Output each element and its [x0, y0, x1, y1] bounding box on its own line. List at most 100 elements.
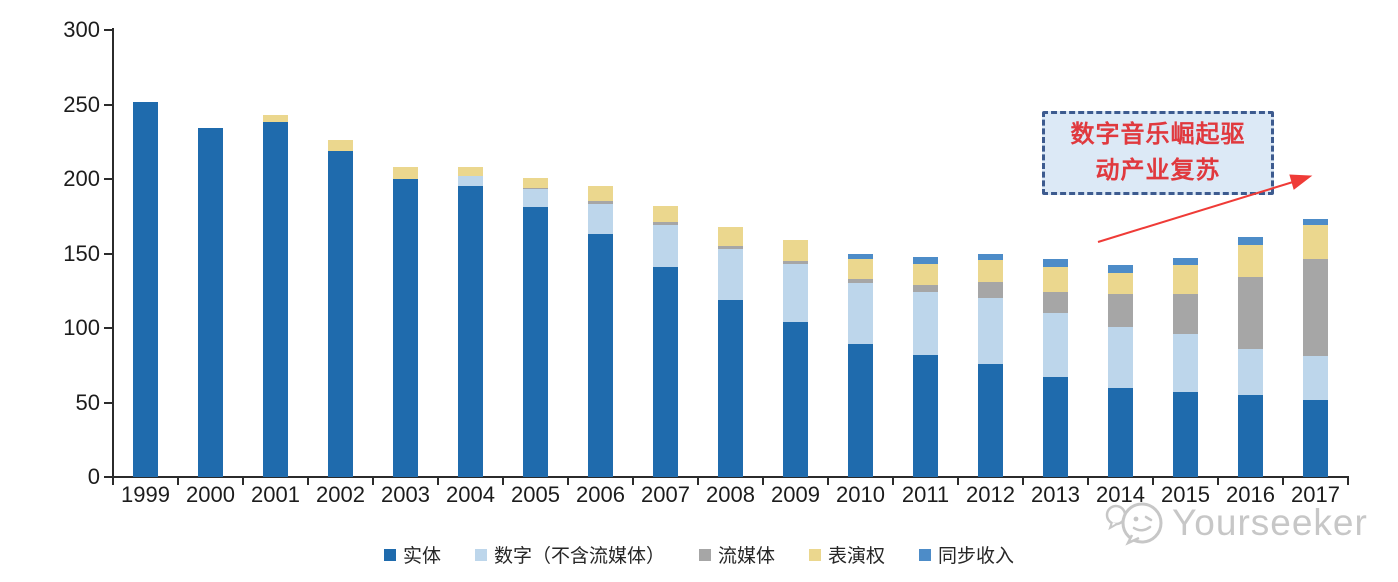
y-axis-tick-label: 50 — [75, 389, 100, 415]
bar-segment-sync — [1173, 258, 1198, 266]
bar-2009 — [783, 240, 808, 477]
bar-segment-physical — [848, 344, 873, 477]
bar-segment-streaming — [523, 187, 548, 190]
bar-segment-streaming — [718, 246, 743, 250]
legend-item-physical: 实体 — [383, 541, 441, 568]
x-axis-tick — [1087, 477, 1089, 485]
x-axis-label: 2013 — [1031, 482, 1080, 507]
x-axis-tick — [372, 477, 374, 485]
legend-item-sync: 同步收入 — [919, 541, 1014, 568]
legend-label: 数字（不含流媒体） — [493, 546, 665, 567]
bar-2013 — [1043, 259, 1068, 477]
bar-segment-digital-excl-streaming — [978, 298, 1003, 364]
legend-swatch — [383, 548, 396, 561]
x-axis-tick — [1022, 477, 1024, 485]
y-axis-tick-label: 150 — [63, 240, 100, 266]
bar-2007 — [653, 205, 678, 477]
x-axis-tick — [892, 477, 894, 485]
bar-2006 — [588, 186, 613, 477]
bar-segment-physical — [263, 122, 288, 477]
bar-segment-digital-excl-streaming — [1173, 333, 1198, 393]
bar-segment-physical — [978, 363, 1003, 477]
bar-2010 — [848, 253, 873, 477]
bar-segment-performance-rights — [1303, 225, 1328, 260]
bar-segment-streaming — [1043, 292, 1068, 314]
bar-2003 — [393, 167, 418, 477]
x-axis-label: 2001 — [251, 482, 300, 507]
bar-segment-streaming — [913, 284, 938, 293]
bar-segment-digital-excl-streaming — [588, 204, 613, 235]
bar-segment-physical — [1173, 392, 1198, 477]
bar-2000 — [198, 128, 223, 477]
bar-segment-physical — [458, 186, 483, 477]
y-axis-tick — [104, 29, 113, 31]
x-axis-label: 2004 — [446, 482, 495, 507]
x-axis-label: 2011 — [901, 482, 950, 507]
x-axis-label: 2002 — [316, 482, 365, 507]
y-axis-tick — [104, 252, 113, 255]
x-axis-label: 2010 — [836, 482, 885, 507]
legend-item-performance-rights: 表演权 — [809, 541, 885, 568]
bar-segment-digital-excl-streaming — [1238, 348, 1263, 396]
bar-segment-physical — [783, 322, 808, 477]
bar-segment-streaming — [1173, 293, 1198, 334]
bar-2012 — [978, 253, 1003, 477]
bar-1999 — [133, 101, 158, 477]
y-axis-tick-label: 200 — [63, 166, 100, 191]
bar-segment-performance-rights — [523, 177, 548, 188]
legend-swatch — [919, 548, 932, 561]
x-axis-tick — [307, 477, 309, 485]
x-axis-label: 2012 — [966, 482, 1015, 507]
x-axis-label: 2003 — [381, 482, 430, 507]
bar-segment-physical — [393, 179, 418, 477]
bar-segment-streaming — [653, 222, 678, 226]
bar-segment-sync — [1238, 237, 1263, 245]
y-axis-tick — [104, 103, 113, 106]
bar-segment-digital-excl-streaming — [653, 225, 678, 267]
bar-2005 — [523, 177, 548, 477]
bar-segment-physical — [1238, 395, 1263, 477]
annotation-callout-box: 数字音乐崛起驱动产业复苏 — [1042, 111, 1274, 195]
x-axis-tick — [957, 477, 959, 485]
x-axis-label: 2005 — [511, 482, 560, 507]
bar-segment-performance-rights — [458, 167, 483, 177]
bar-segment-performance-rights — [1043, 266, 1068, 293]
bar-segment-digital-excl-streaming — [523, 189, 548, 208]
bar-2011 — [913, 256, 938, 477]
bar-segment-streaming — [1108, 293, 1133, 327]
x-axis-label: 2008 — [706, 482, 755, 507]
legend-label: 同步收入 — [938, 546, 1015, 567]
bar-segment-streaming — [978, 281, 1003, 299]
y-axis-tick-label: 250 — [63, 91, 100, 117]
x-axis-tick — [1282, 477, 1284, 485]
bar-segment-performance-rights — [1108, 272, 1133, 294]
y-axis-tick — [104, 178, 113, 180]
bar-segment-performance-rights — [263, 114, 288, 123]
legend-label: 流媒体 — [717, 546, 775, 567]
x-axis-label: 1999 — [121, 482, 170, 507]
bar-segment-digital-excl-streaming — [783, 263, 808, 323]
legend: 实体 数字（不含流媒体） 流媒体 表演权 同步收入 — [0, 541, 1398, 568]
bar-segment-physical — [133, 101, 158, 477]
x-axis-label: 2014 — [1096, 482, 1145, 507]
bar-2014 — [1108, 265, 1133, 477]
bar-2016 — [1238, 237, 1263, 477]
legend-item-streaming: 流媒体 — [698, 541, 775, 568]
watermark: Yourseeker — [1102, 497, 1368, 549]
bar-segment-physical — [523, 207, 548, 477]
legend-label: 表演权 — [828, 546, 886, 567]
bar-segment-performance-rights — [393, 167, 418, 179]
x-axis-label: 2000 — [186, 482, 235, 507]
bar-segment-performance-rights — [913, 263, 938, 285]
bar-segment-digital-excl-streaming — [1303, 356, 1328, 400]
x-axis-label: 2015 — [1161, 482, 1210, 507]
bar-segment-physical — [1108, 387, 1133, 477]
x-axis-label: 2017 — [1291, 482, 1340, 507]
watermark-brand-text: Yourseeker — [1172, 502, 1368, 543]
bar-segment-physical — [653, 266, 678, 477]
bar-segment-physical — [588, 234, 613, 477]
bar-segment-performance-rights — [1173, 265, 1198, 294]
legend-swatch — [809, 548, 821, 561]
x-axis-tick — [827, 477, 829, 485]
bar-segment-digital-excl-streaming — [718, 249, 743, 300]
